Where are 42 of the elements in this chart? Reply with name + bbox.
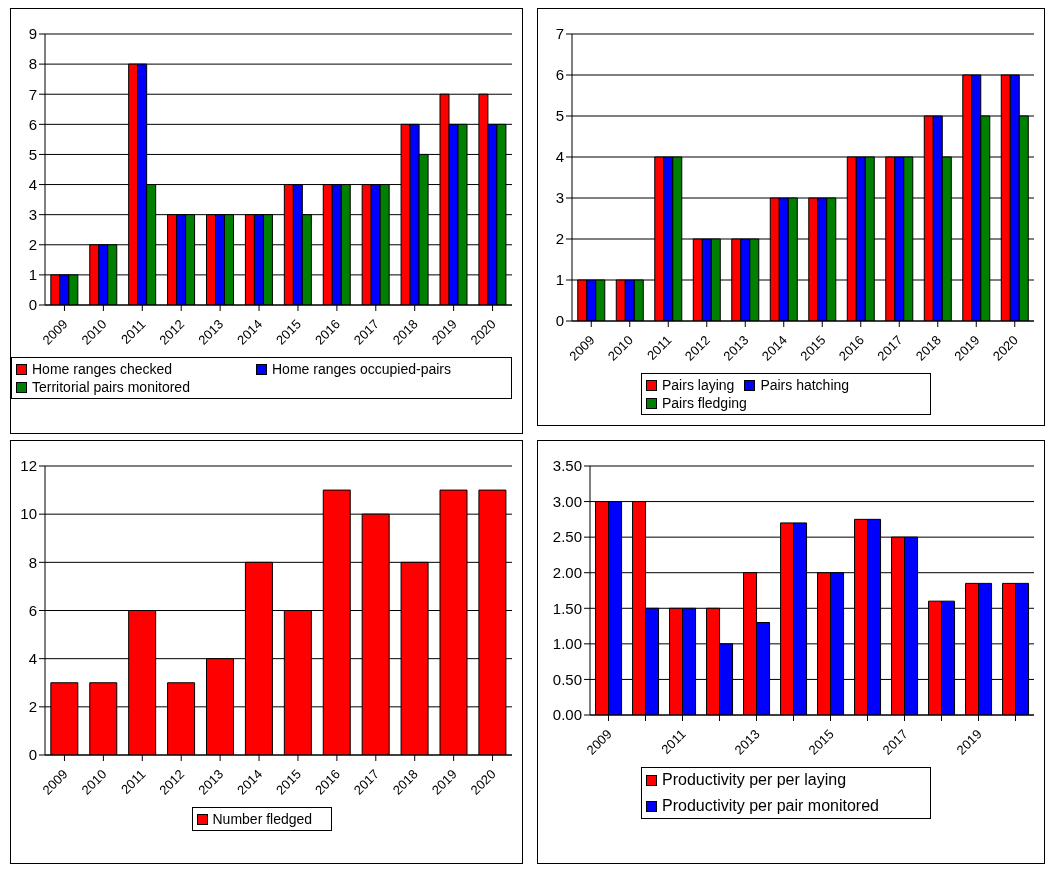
y-tick-label: 0 (28, 746, 37, 764)
legend-label: Territorial pairs monitored (31, 379, 191, 395)
y-tick-label: 7 (555, 25, 564, 43)
y-tick-label: 3 (555, 189, 564, 207)
y-tick-label: 1.00 (552, 635, 582, 653)
y-tick-label: 0 (28, 296, 37, 314)
legend-label: Number fledged (211, 811, 313, 827)
y-tick-label: 1 (28, 266, 37, 284)
y-tick-label: 2 (28, 698, 37, 716)
y-tick-label: 3 (28, 205, 37, 223)
y-tick-label: 4 (555, 148, 564, 166)
legend-label: Pairs laying (661, 377, 735, 393)
y-tick-label: 12 (20, 457, 37, 475)
y-tick-label: 9 (28, 25, 37, 43)
y-tick-label: 1 (555, 271, 564, 289)
legend-label: Pairs fledging (661, 395, 747, 411)
y-tick-label: 8 (28, 553, 37, 571)
y-tick-label: 1.50 (552, 599, 582, 617)
legend-label: Productivity per pair monitored (661, 797, 880, 815)
y-tick-label: 2.00 (552, 564, 582, 582)
y-tick-label: 4 (28, 649, 37, 667)
y-tick-label: 6 (28, 115, 37, 133)
y-tick-label: 5 (28, 145, 37, 163)
y-tick-label: 7 (28, 85, 37, 103)
y-tick-label: 2 (28, 236, 37, 254)
y-tick-label: 2 (555, 230, 564, 248)
legend-label: Pairs hatching (759, 377, 850, 393)
y-tick-label: 8 (28, 55, 37, 73)
y-tick-label: 2.50 (552, 528, 582, 546)
y-tick-label: 0.50 (552, 670, 582, 688)
y-tick-label: 4 (28, 175, 37, 193)
y-tick-label: 3.50 (552, 457, 582, 475)
legend-label: Home ranges occupied-pairs (271, 361, 452, 377)
y-tick-label: 0.00 (552, 706, 582, 724)
legend-label: Home ranges checked (31, 361, 174, 377)
y-tick-label: 6 (28, 601, 37, 619)
y-tick-label: 3.00 (552, 492, 582, 510)
y-tick-label: 10 (20, 505, 37, 523)
y-tick-label: 5 (555, 107, 564, 125)
y-tick-label: 0 (555, 312, 564, 330)
legend-label: Productivity per per laying (661, 771, 848, 789)
y-tick-label: 6 (555, 66, 564, 84)
